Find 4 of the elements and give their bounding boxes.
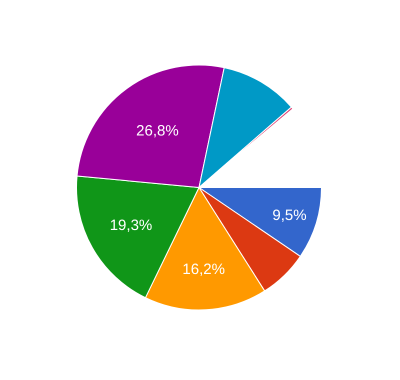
data-label: 16,2% [182,261,225,278]
data-label: 26,8% [136,122,179,140]
data-label: 19,3% [110,217,152,234]
data-label: 9,5% [272,206,307,224]
